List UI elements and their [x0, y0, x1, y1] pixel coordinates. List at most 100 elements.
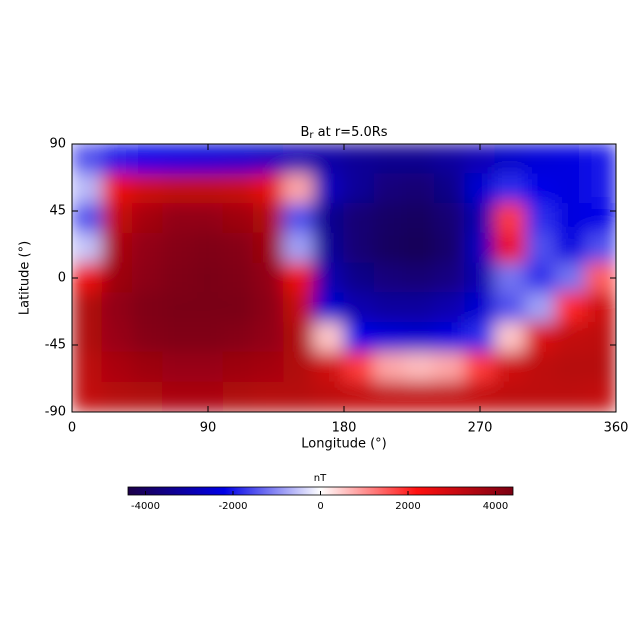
heat-cell — [222, 232, 254, 264]
heat-cell — [283, 232, 315, 264]
colorbar-tick-label: 2000 — [395, 501, 420, 512]
heat-cell — [252, 292, 285, 324]
heat-cell — [72, 203, 103, 234]
heat-cell — [162, 381, 194, 412]
heat-cell — [162, 262, 194, 294]
heat-cell — [283, 381, 315, 412]
x-tick-label: 180 — [332, 421, 357, 436]
heat-cell — [162, 173, 194, 205]
heat-cell — [252, 381, 285, 412]
heat-cell — [524, 381, 557, 412]
heat-cell — [464, 173, 496, 205]
heat-cell — [101, 173, 133, 205]
heat-cell — [72, 292, 103, 324]
heat-cell — [434, 173, 466, 205]
heat-cell — [434, 292, 466, 324]
heat-cell — [403, 203, 436, 234]
heat-cell — [252, 262, 285, 294]
heat-cell — [313, 203, 345, 234]
y-tick-label: 0 — [58, 271, 66, 286]
colorbar-tick-label: -2000 — [218, 501, 247, 512]
heat-cell — [343, 144, 375, 175]
x-tick-label: 90 — [200, 421, 217, 436]
heat-cell — [222, 322, 254, 353]
y-tick-label: -90 — [45, 405, 66, 420]
heat-cell — [131, 351, 164, 383]
heat-cell — [162, 351, 194, 383]
heat-cell — [313, 173, 345, 205]
y-tick-label: -45 — [45, 338, 66, 353]
heat-cell — [464, 351, 496, 383]
heat-cell — [373, 322, 405, 353]
heat-cell — [252, 322, 285, 353]
x-tick-label: 270 — [468, 421, 493, 436]
heatmap — [72, 144, 616, 412]
heat-cell — [72, 381, 103, 412]
heat-cell — [524, 262, 557, 294]
heat-cell — [343, 322, 375, 353]
heat-cell — [192, 292, 224, 324]
heat-cell — [585, 381, 616, 412]
heat-cell — [555, 173, 587, 205]
heat-cell — [343, 262, 375, 294]
heat-cell — [434, 351, 466, 383]
heat-cell — [313, 292, 345, 324]
heat-cell — [131, 203, 164, 234]
x-tick-label: 360 — [604, 421, 629, 436]
heat-cell — [494, 173, 526, 205]
heat-cell — [464, 292, 496, 324]
heat-cell — [131, 232, 164, 264]
heat-cell — [494, 351, 526, 383]
heat-cell — [283, 262, 315, 294]
heat-cell — [585, 144, 616, 175]
heat-cell — [373, 173, 405, 205]
heat-cell — [555, 292, 587, 324]
heat-cell — [131, 173, 164, 205]
heat-cell — [585, 351, 616, 383]
heat-cell — [222, 173, 254, 205]
heat-cell — [313, 351, 345, 383]
heat-cell — [524, 292, 557, 324]
heat-cell — [343, 292, 375, 324]
heat-cell — [434, 203, 466, 234]
heat-cell — [162, 144, 194, 175]
heat-cell — [494, 144, 526, 175]
heat-cell — [434, 232, 466, 264]
heat-cell — [131, 292, 164, 324]
heat-cell — [283, 322, 315, 353]
heat-cell — [283, 351, 315, 383]
heat-cell — [555, 262, 587, 294]
heat-cell — [222, 144, 254, 175]
heat-cell — [72, 351, 103, 383]
heat-cell — [464, 262, 496, 294]
y-tick-label: 45 — [49, 204, 66, 219]
heat-cell — [524, 203, 557, 234]
heat-cell — [494, 322, 526, 353]
heat-cell — [524, 144, 557, 175]
heat-cell — [585, 322, 616, 353]
heat-cell — [72, 322, 103, 353]
heat-cell — [373, 232, 405, 264]
x-axis-title: Longitude (°) — [301, 437, 386, 452]
heat-cell — [343, 203, 375, 234]
heat-cell — [72, 232, 103, 264]
heat-cell — [192, 203, 224, 234]
heat-cell — [343, 351, 375, 383]
heat-cell — [252, 144, 285, 175]
heat-cell — [162, 232, 194, 264]
heat-cell — [555, 322, 587, 353]
heat-cell — [555, 203, 587, 234]
heat-cell — [283, 173, 315, 205]
chart-title: Br at r=5.0Rs — [300, 125, 387, 142]
heat-cell — [494, 381, 526, 412]
heat-cell — [403, 262, 436, 294]
heat-cell — [222, 351, 254, 383]
title-suffix: at r=5.0Rs — [314, 125, 388, 140]
heat-cell — [403, 292, 436, 324]
heat-cell — [403, 322, 436, 353]
heat-cell — [343, 381, 375, 412]
heat-cell — [72, 173, 103, 205]
heat-cell — [585, 203, 616, 234]
heat-cell — [162, 203, 194, 234]
